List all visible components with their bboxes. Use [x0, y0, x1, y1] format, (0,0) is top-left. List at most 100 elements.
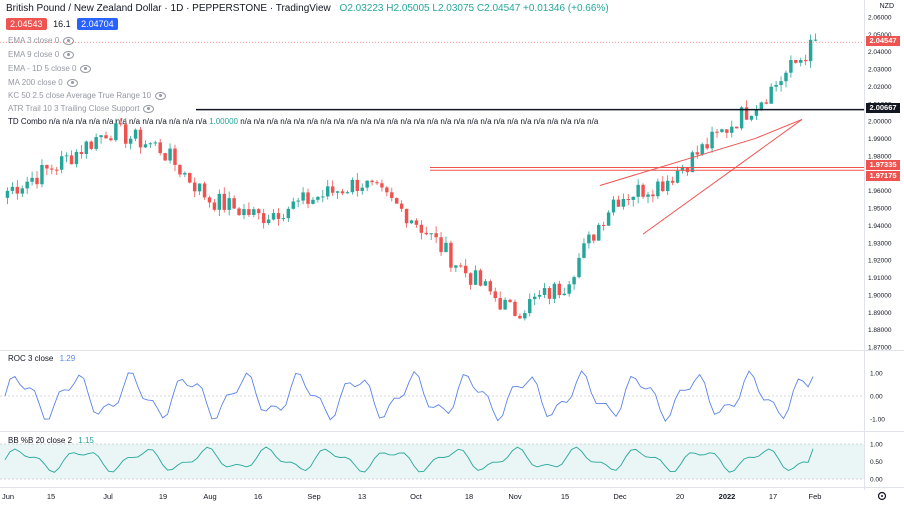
eye-icon[interactable]	[155, 91, 167, 100]
candle-body	[725, 129, 729, 133]
candle-body	[380, 183, 384, 188]
candle-body	[237, 208, 241, 216]
candle-body	[542, 288, 547, 295]
candle-body	[744, 107, 749, 120]
currency-label[interactable]: NZD	[879, 3, 894, 10]
price-tag-level: 1.97175	[866, 171, 900, 181]
ask-price-button[interactable]: 2.04704	[77, 18, 118, 30]
candle-body	[508, 299, 512, 302]
time-tick-label: 19	[159, 492, 167, 501]
candle-body	[207, 197, 212, 203]
candle-body	[454, 265, 458, 268]
price-tick-label: 2.05000	[868, 32, 892, 39]
candle-body	[764, 102, 768, 104]
trendline	[642, 119, 803, 235]
candle-body	[734, 126, 739, 129]
eye-icon[interactable]	[80, 64, 92, 73]
candle-body	[513, 301, 517, 316]
candle-body	[217, 193, 222, 210]
candle-body	[523, 313, 527, 319]
candle-body	[794, 60, 798, 63]
candle-body	[601, 224, 606, 226]
candle-body	[444, 242, 448, 253]
candle-body	[641, 184, 645, 197]
candle-body	[89, 141, 93, 149]
eye-icon[interactable]	[63, 50, 75, 59]
indicator-ema3[interactable]: EMA 3 close 0	[8, 36, 75, 45]
bb-layer: 1.00 0.50 0.00	[0, 442, 883, 484]
candle-body	[326, 186, 330, 197]
candle-body	[665, 180, 670, 192]
candle-body	[680, 167, 685, 171]
time-tick-label: 15	[561, 492, 569, 501]
candle-body	[183, 172, 187, 175]
time-tick-label: 18	[465, 492, 473, 501]
bb-legend[interactable]: BB %B 20 close 2 1.15	[8, 436, 94, 445]
price-tick-label: 2.02000	[868, 84, 892, 91]
candle-body	[15, 186, 20, 194]
candle-body	[503, 299, 507, 310]
candle-body	[276, 213, 281, 219]
td-combo-values2: n/a n/a n/a n/a n/a n/a n/a n/a n/a n/a …	[240, 117, 599, 126]
candle-body	[473, 270, 478, 285]
candle-body	[720, 129, 724, 132]
candle-body	[528, 299, 532, 314]
candle-body	[700, 144, 704, 155]
candle-body	[99, 135, 103, 138]
roc-tick-label: 0.00	[870, 394, 883, 401]
candle-body	[483, 281, 488, 286]
candle-body	[291, 201, 295, 209]
bid-price-button[interactable]: 2.04543	[6, 18, 47, 30]
bid-ask-row: 2.04543 16.1 2.04704	[6, 18, 122, 30]
candle-body	[488, 281, 493, 292]
indicator-ema9[interactable]: EMA 9 close 0	[8, 50, 75, 59]
candle-body	[252, 209, 256, 215]
time-tick-label: Jul	[103, 492, 113, 501]
eye-icon[interactable]	[66, 78, 78, 87]
candle-body	[311, 199, 315, 204]
candle-body	[439, 237, 443, 253]
roc-line	[4, 370, 814, 422]
candle-body	[296, 200, 300, 202]
price-tag-level: 2.00667	[866, 103, 900, 113]
ohlc-readout: O2.03223 H2.05005 L2.03075 C2.04547 +0.0…	[339, 3, 609, 14]
candle-body	[345, 192, 350, 194]
roc-legend[interactable]: ROC 3 close 1.29	[8, 354, 75, 363]
candle-body	[789, 60, 793, 73]
eye-icon[interactable]	[143, 104, 155, 113]
indicator-ema-1d[interactable]: EMA - 1D 5 close 0	[8, 64, 92, 73]
candle-body	[109, 138, 113, 141]
indicator-atr[interactable]: ATR Trail 10 3 Trailing Close Support	[8, 104, 155, 113]
td-combo-legend[interactable]: TD Combo n/a n/a n/a n/a n/a n/a n/a n/a…	[8, 117, 598, 126]
price-tick-label: 1.99000	[868, 136, 892, 143]
settings-icon[interactable]	[877, 491, 887, 501]
time-tick-label: Jun	[2, 492, 14, 501]
td-combo-label: TD Combo	[8, 117, 47, 126]
candle-body	[532, 296, 537, 300]
candle-body	[188, 172, 192, 183]
candle-body	[808, 39, 813, 62]
indicator-ma200[interactable]: MA 200 close 0	[8, 78, 78, 87]
symbol-title[interactable]: British Pound / New Zealand Dollar · 1D …	[6, 3, 331, 14]
candle-body	[537, 294, 542, 297]
price-tag-last: 2.04547	[866, 36, 900, 46]
roc-layer: 1.00 0.00 -1.00	[0, 370, 885, 424]
candle-body	[340, 191, 345, 194]
eye-icon[interactable]	[63, 36, 75, 45]
candle-body	[242, 209, 246, 216]
candle-body	[45, 164, 49, 169]
price-tag-level: 1.97335	[866, 160, 900, 170]
indicator-label: EMA 9 close 0	[8, 50, 60, 59]
price-axis[interactable]: 2.060002.050002.040002.030002.020002.010…	[868, 15, 892, 352]
candle-body	[478, 270, 483, 286]
candle-body	[799, 59, 803, 63]
candle-body	[552, 283, 557, 299]
candle-body	[128, 138, 133, 144]
candle-body	[813, 39, 818, 41]
time-axis[interactable]: Jun 15 Jul 19 Aug 16 Sep 13 Oct 18 Nov 15 Dec 20 2022 1…	[2, 492, 822, 501]
indicator-kc[interactable]: KC 50 2.5 close Average True Range 10	[8, 91, 167, 100]
candle-body	[40, 164, 44, 185]
time-tick-label: 13	[358, 492, 366, 501]
candle-body	[163, 153, 167, 161]
